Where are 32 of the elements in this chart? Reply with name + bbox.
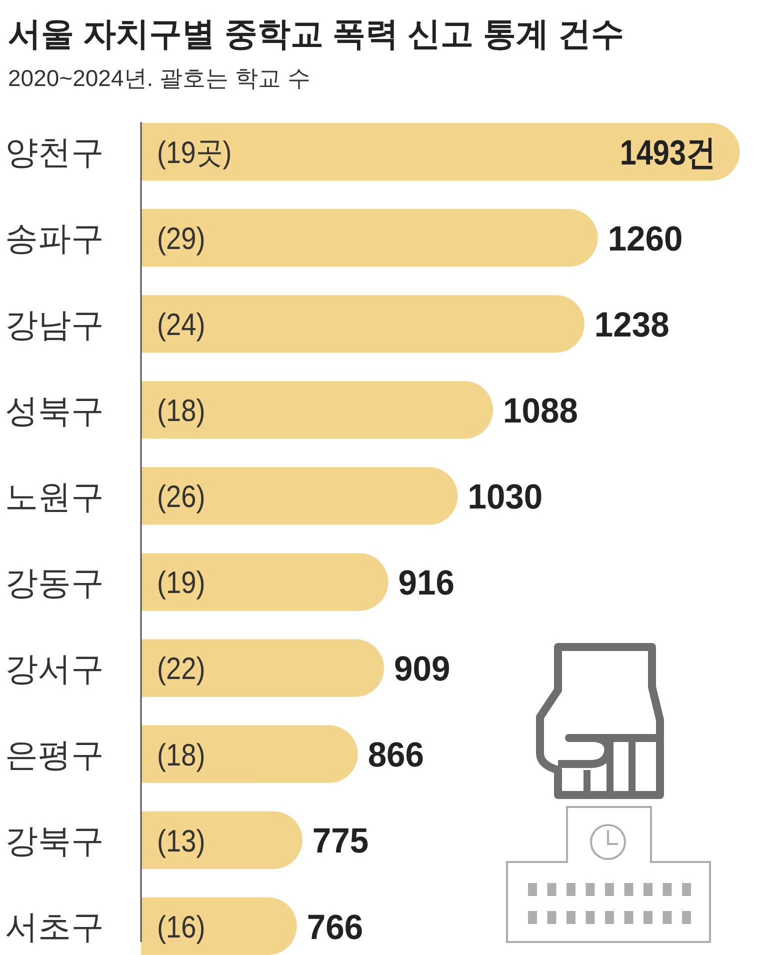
y-tick-label: 은평구 (5, 736, 104, 773)
data-label: 775 (312, 822, 371, 861)
annotation: (22) (157, 651, 212, 686)
y-tick-label: 강북구 (5, 822, 104, 860)
data-label: 866 (368, 736, 426, 775)
data-label: 1493건 (620, 133, 733, 172)
chart-subtitle: 2020~2024년. 괄호는 학교 수 (8, 65, 310, 91)
y-tick-label: 강남구 (5, 306, 104, 343)
annotation: (18) (157, 393, 212, 428)
data-label: 1030 (468, 478, 546, 517)
annotation: (19곳) (157, 134, 244, 170)
annotation: (18) (157, 737, 212, 772)
y-tick-label: 강서구 (5, 650, 104, 687)
data-label: 1260 (608, 219, 686, 258)
chart-title: 서울 자치구별 중학교 폭력 신고 통계 건수 (8, 15, 624, 52)
annotation: (26) (157, 479, 212, 514)
data-label: 909 (394, 650, 452, 689)
y-tick-label: 송파구 (5, 220, 104, 257)
y-tick-label: 노원구 (5, 478, 104, 515)
y-tick-label: 서초구 (5, 908, 104, 946)
data-label: 1238 (594, 306, 672, 344)
annotation: (19) (157, 565, 212, 600)
data-label: 1088 (503, 392, 581, 431)
y-tick-label: 성북구 (5, 392, 104, 429)
y-tick-label: 양천구 (5, 134, 104, 171)
data-label: 916 (398, 564, 457, 603)
annotation: (29) (157, 221, 212, 256)
data-label: 766 (306, 908, 366, 947)
y-tick-label: 강동구 (5, 564, 104, 601)
annotation: (24) (157, 307, 212, 342)
annotation: (16) (157, 909, 212, 944)
annotation: (13) (157, 823, 212, 858)
